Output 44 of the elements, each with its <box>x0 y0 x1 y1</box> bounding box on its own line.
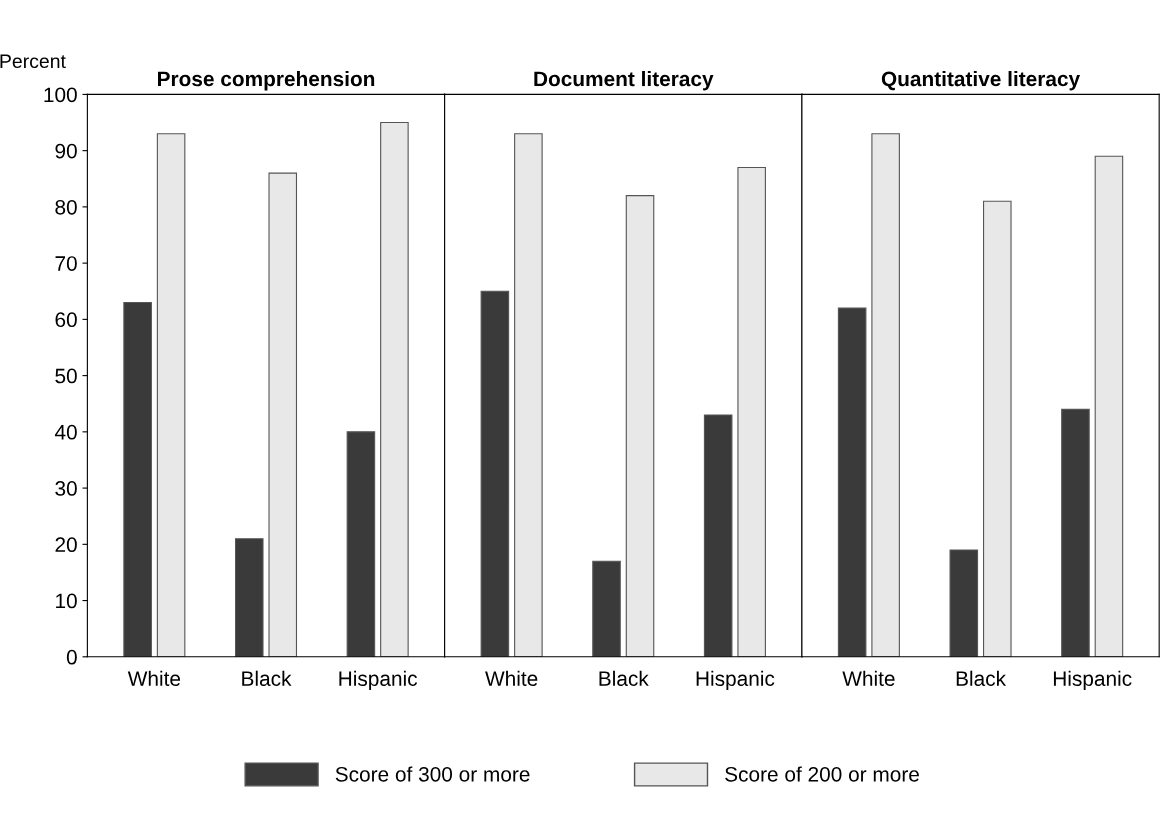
y-tick-label: 50 <box>55 368 77 384</box>
y-tick-label: 70 <box>55 256 77 271</box>
y-tick-label: 90 <box>55 143 77 159</box>
x-tick-label: Black <box>599 670 649 686</box>
chart-title: Quantitative literacy <box>881 70 1081 91</box>
bar <box>703 414 733 657</box>
y-tick-label: 20 <box>55 537 77 553</box>
x-tick-label: White <box>127 670 181 686</box>
bar <box>123 301 152 657</box>
bar <box>737 166 766 657</box>
x-tick-label: Black <box>956 670 1007 686</box>
bar <box>156 133 186 657</box>
bar <box>514 133 543 657</box>
x-tick-label: White <box>485 670 538 686</box>
y-tick-label: 30 <box>55 481 77 496</box>
bar <box>234 538 264 657</box>
bar <box>1094 155 1124 657</box>
bar <box>380 121 409 657</box>
bar <box>346 431 376 657</box>
bar <box>268 172 298 657</box>
bar <box>1061 408 1090 657</box>
chart-title: Prose comprehension <box>158 70 375 91</box>
bar <box>949 549 979 657</box>
y-axis-title: Percent <box>0 54 66 69</box>
y-tick-label: 100 <box>44 87 77 103</box>
bar <box>592 560 621 657</box>
bar <box>480 290 510 657</box>
chart-title: Document literacy <box>534 70 714 91</box>
x-tick-label: Hispanic <box>1053 670 1132 691</box>
x-tick-label: Hispanic <box>696 670 775 691</box>
bar <box>625 195 655 657</box>
y-tick-label: 40 <box>54 424 77 440</box>
bar <box>871 133 900 657</box>
x-tick-label: White <box>842 670 895 686</box>
bar <box>837 307 867 657</box>
y-tick-label: 60 <box>55 312 77 328</box>
x-tick-label: Hispanic <box>339 670 418 691</box>
legend-label: Score of 200 or more <box>725 766 919 782</box>
y-tick-label: 10 <box>56 593 77 609</box>
x-tick-label: Black <box>242 670 292 686</box>
legend-label: Score of 300 or more <box>335 766 530 782</box>
y-tick-label: 80 <box>55 199 77 215</box>
bar <box>983 200 1012 657</box>
y-tick-label: 0 <box>66 649 77 665</box>
